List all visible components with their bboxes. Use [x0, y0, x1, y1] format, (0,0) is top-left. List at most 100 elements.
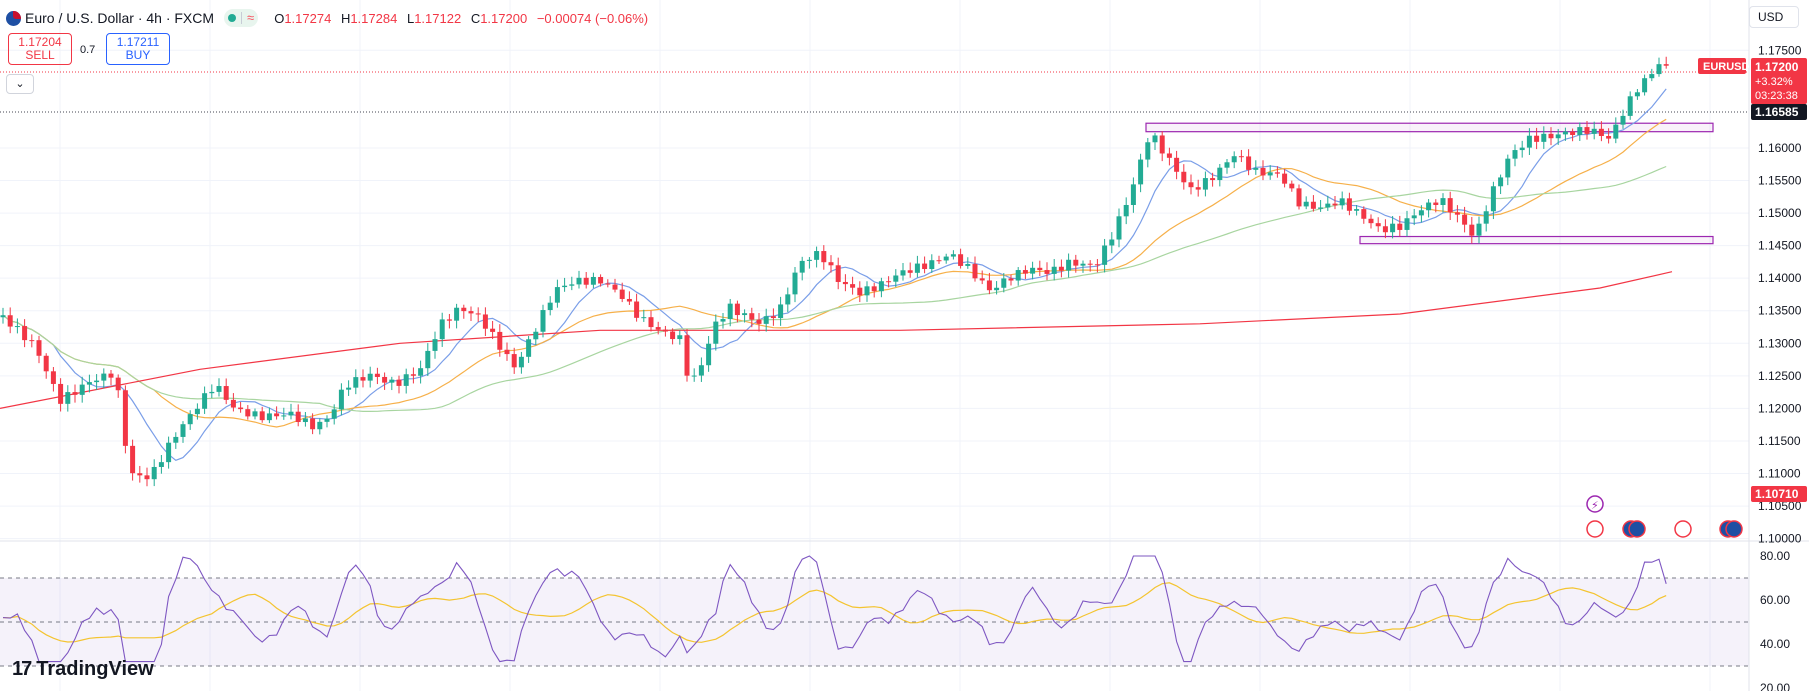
price-tick-label: 1.16000: [1758, 141, 1802, 155]
resistance-support-zones: [0, 71, 1749, 245]
candle-body: [331, 409, 337, 419]
candle-body: [1490, 186, 1496, 212]
candle-body: [166, 442, 172, 463]
rsi-tick-label: 40.00: [1760, 637, 1790, 651]
candle-body: [1051, 266, 1057, 274]
candle-body: [677, 335, 683, 340]
eur-usd-flag-icon: [6, 10, 21, 26]
candle-body: [1138, 159, 1144, 185]
economic-events[interactable]: ⚡: [1586, 495, 1743, 538]
ma-medium-line: [2, 118, 1667, 428]
candle-body: [713, 321, 719, 344]
symbol-title[interactable]: Euro / U.S. Dollar · 4h · FXCM: [25, 10, 215, 26]
candle-body: [137, 473, 143, 476]
candle-body: [1498, 177, 1504, 187]
candle-body: [382, 376, 388, 383]
candle-body: [1303, 201, 1309, 207]
market-status[interactable]: ≈: [224, 9, 259, 27]
candle-body: [1339, 198, 1345, 206]
candle-body: [1058, 266, 1064, 271]
candle-body: [1246, 156, 1252, 170]
candle-body: [1382, 226, 1388, 233]
candle-body: [871, 286, 877, 292]
candle-body: [806, 259, 812, 261]
candle-body: [850, 284, 856, 288]
candle-body: [986, 280, 992, 291]
candle-body: [1073, 259, 1079, 266]
tradingview-logo[interactable]: 17 TradingView: [12, 658, 154, 680]
candle-body: [209, 391, 215, 394]
candle-body: [1274, 172, 1280, 174]
candle-body: [1130, 184, 1136, 205]
candle-body: [1224, 162, 1230, 168]
currency-button[interactable]: USD: [1749, 6, 1799, 28]
candle-body: [130, 445, 136, 474]
high-value: 1.17284: [350, 10, 398, 26]
candle-body: [1325, 203, 1331, 208]
collapse-chevron-icon[interactable]: ⌄: [6, 74, 34, 94]
candle-body: [562, 285, 568, 288]
candle-body: [1642, 78, 1648, 93]
candle-body: [907, 270, 913, 273]
candle-body: [972, 264, 978, 279]
candle-body: [22, 326, 28, 341]
candle-body: [79, 384, 85, 395]
candle-body: [14, 326, 20, 328]
candle-body: [778, 304, 784, 319]
candle-body: [1080, 263, 1086, 266]
rsi-pane: [0, 540, 1809, 667]
sell-button[interactable]: 1.17204 SELL: [8, 33, 72, 65]
candle-body: [353, 377, 359, 388]
candle-body: [1426, 202, 1432, 211]
buy-button[interactable]: 1.17211 BUY: [106, 33, 170, 65]
candle-body: [1296, 188, 1302, 207]
candle-body: [799, 260, 805, 273]
candle-body: [1649, 74, 1655, 79]
rsi-tick-label: 60.00: [1760, 593, 1790, 607]
candle-body: [281, 415, 287, 417]
candle-body: [403, 374, 409, 386]
candle-body: [439, 319, 445, 340]
current-price-change: +3.32%: [1755, 76, 1793, 88]
candle-body: [490, 328, 496, 332]
candle-body: [1606, 135, 1612, 139]
volatility-icon: ≈: [247, 10, 255, 25]
price-tick-label: 1.12000: [1758, 401, 1802, 415]
price-zone: [1359, 235, 1714, 245]
market-open-icon: [228, 14, 237, 22]
candle-body: [238, 407, 244, 410]
candle-body: [1066, 259, 1072, 271]
level-price-tag: [1751, 104, 1807, 120]
candle-body: [108, 373, 114, 378]
ma-long-line: [0, 271, 1673, 409]
price-tick-label: 1.10500: [1758, 499, 1802, 513]
candle-body: [1526, 135, 1532, 148]
candle-body: [274, 413, 280, 417]
candle-body: [994, 287, 1000, 291]
candle-body: [1174, 157, 1180, 172]
price-tick-label: 1.17500: [1758, 43, 1802, 57]
buy-price: 1.17211: [116, 35, 160, 49]
candle-body: [943, 256, 949, 261]
candle-body: [720, 319, 726, 322]
candle-body: [86, 382, 92, 385]
candle-body: [1584, 127, 1590, 134]
ohlc-readout: O1.17274 H1.17284 L1.17122 C1.17200 −0.0…: [274, 10, 649, 26]
symbol-tag: [1698, 58, 1746, 74]
candle-body: [504, 349, 510, 355]
candle-body: [1123, 204, 1129, 217]
candle-body: [770, 316, 776, 319]
event-flag-icon: [1674, 520, 1692, 538]
candle-body: [310, 418, 316, 430]
candle-body: [1663, 64, 1669, 66]
lightning-icon-glyph: ⚡: [1591, 499, 1599, 512]
candle-body: [655, 327, 661, 330]
candle-body: [1253, 167, 1259, 170]
candle-body: [151, 466, 157, 480]
candle-body: [360, 377, 366, 381]
symbol-header: Euro / U.S. Dollar · 4h · FXCM ≈ O1.1727…: [6, 8, 654, 28]
candle-body: [461, 307, 467, 312]
price-axis[interactable]: 1.17500 1.16000 1.15500 1.15000 1.14500 1.140…: [1698, 0, 1807, 691]
candle-body: [1022, 270, 1028, 274]
